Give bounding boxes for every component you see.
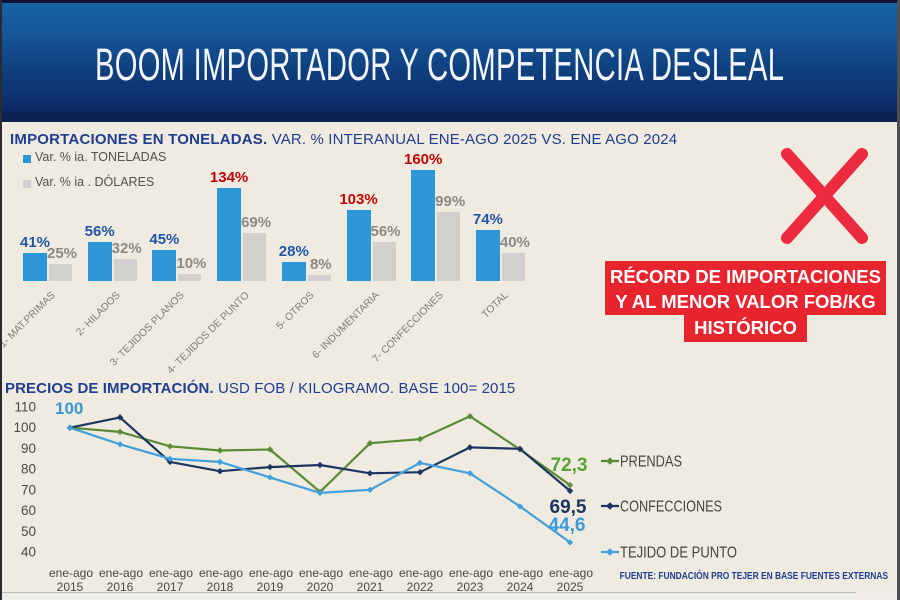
svg-text:TEJIDO DE PUNTO: TEJIDO DE PUNTO: [620, 545, 737, 562]
svg-text:PRENDAS: PRENDAS: [620, 454, 682, 471]
svg-text:ene-ago: ene-ago: [99, 566, 143, 580]
svg-text:ene-ago: ene-ago: [349, 566, 393, 580]
svg-text:90: 90: [21, 441, 36, 456]
svg-text:ene-ago: ene-ago: [499, 566, 543, 580]
svg-text:2025: 2025: [557, 580, 584, 594]
svg-text:2023: 2023: [457, 580, 484, 594]
svg-text:50: 50: [21, 524, 36, 539]
svg-text:110: 110: [14, 400, 36, 415]
svg-text:2022: 2022: [407, 580, 434, 594]
svg-text:2015: 2015: [57, 580, 84, 594]
svg-text:ene-ago: ene-ago: [449, 566, 493, 580]
svg-text:70: 70: [21, 482, 36, 497]
svg-text:100: 100: [55, 399, 83, 418]
svg-text:2017: 2017: [157, 580, 184, 594]
svg-text:40: 40: [21, 545, 36, 560]
svg-text:100: 100: [13, 420, 36, 435]
svg-text:2018: 2018: [207, 580, 234, 594]
svg-text:60: 60: [21, 503, 36, 518]
svg-text:69,5: 69,5: [550, 497, 587, 518]
svg-text:2016: 2016: [107, 580, 134, 594]
svg-text:ene-ago: ene-ago: [199, 566, 243, 580]
svg-text:ene-ago: ene-ago: [49, 566, 93, 580]
svg-text:2019: 2019: [257, 580, 284, 594]
svg-text:2024: 2024: [507, 580, 534, 594]
svg-text:ene-ago: ene-ago: [149, 566, 193, 580]
svg-text:2021: 2021: [357, 580, 384, 594]
svg-text:72,3: 72,3: [551, 455, 588, 476]
svg-text:CONFECCIONES: CONFECCIONES: [620, 499, 722, 516]
svg-text:ene-ago: ene-ago: [549, 566, 593, 580]
svg-text:44,6: 44,6: [549, 515, 586, 536]
svg-text:ene-ago: ene-ago: [249, 566, 293, 580]
svg-text:ene-ago: ene-ago: [299, 566, 343, 580]
svg-text:ene-ago: ene-ago: [399, 566, 443, 580]
svg-text:2020: 2020: [307, 580, 334, 594]
svg-text:80: 80: [21, 462, 36, 477]
